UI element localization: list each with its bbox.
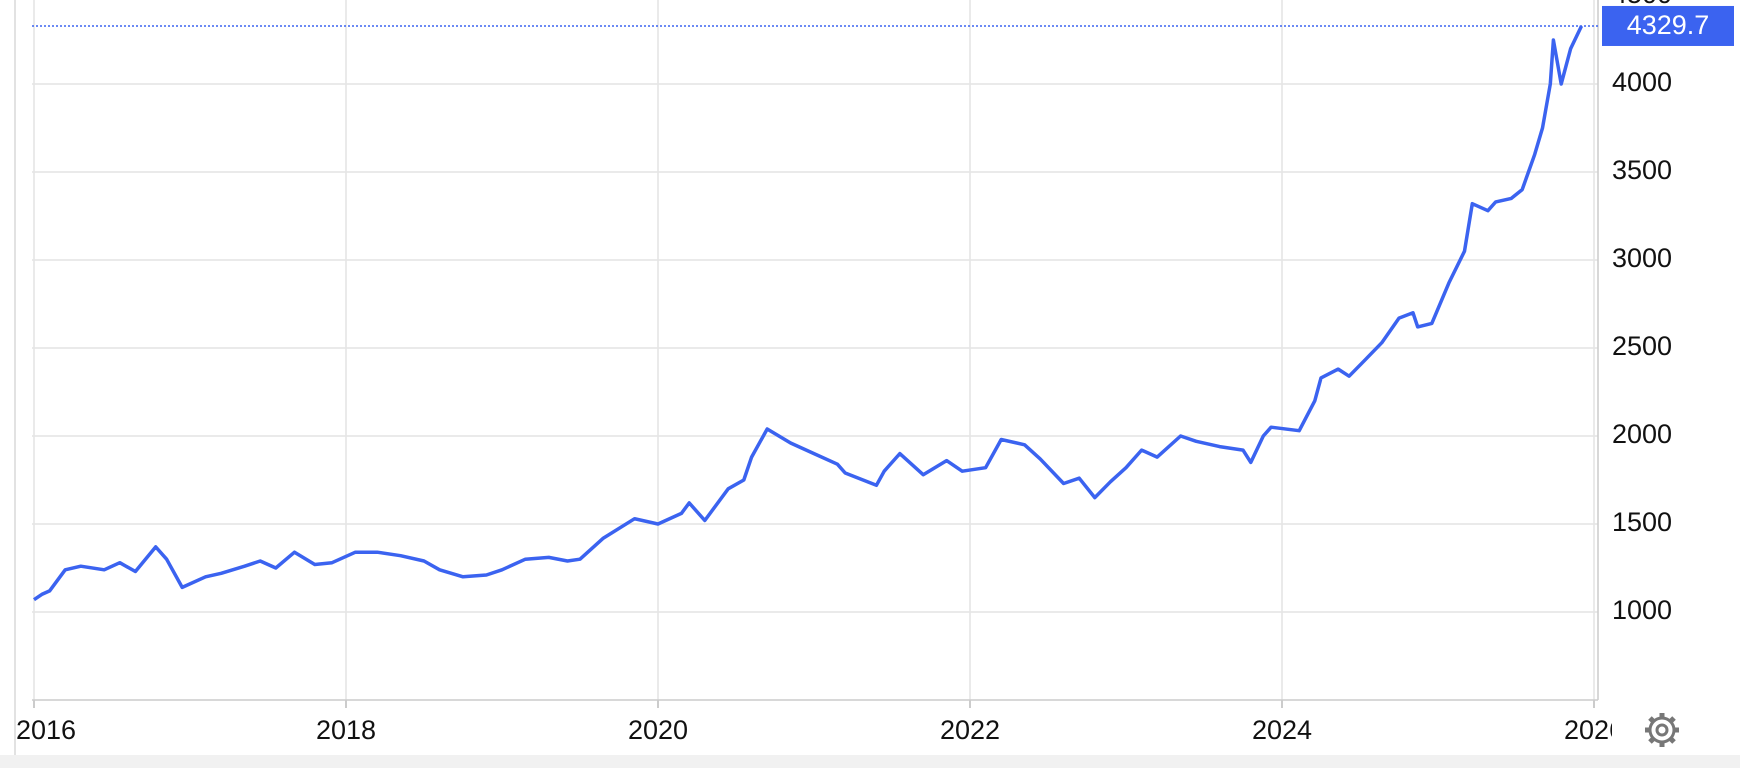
x-tick-label: 2018 <box>316 715 376 745</box>
x-axis: 2016 2018 2020 2022 2024 2026 <box>16 715 1624 745</box>
settings-button[interactable] <box>1638 706 1686 754</box>
y-tick-label: 4500 <box>1612 0 1672 9</box>
x-tick-label: 2024 <box>1252 715 1312 745</box>
x-tick-label: 2016 <box>16 715 76 745</box>
x-tick-label: 2026 <box>1564 715 1624 745</box>
plot: 4329.7 <box>32 5 1734 602</box>
x-tick-label: 2022 <box>940 715 1000 745</box>
y-tick-label: 3000 <box>1612 243 1672 273</box>
y-tick-label: 3500 <box>1612 155 1672 185</box>
last-value-badge <box>1602 5 1734 46</box>
gear-hub <box>1655 723 1669 737</box>
gear-teeth <box>1648 716 1676 744</box>
x-tick-label: 2020 <box>628 715 688 745</box>
gear-ring <box>1648 716 1676 744</box>
y-tick-label: 2500 <box>1612 331 1672 361</box>
grid <box>32 0 1599 708</box>
y-tick-label: 1000 <box>1612 595 1672 625</box>
y-axis: 1000 1500 2000 2500 3000 3500 4000 4500 <box>1612 0 1672 625</box>
y-tick-label: 4000 <box>1612 67 1672 97</box>
last-value-label: 4329.7 <box>1627 10 1710 40</box>
y-tick-label: 2000 <box>1612 419 1672 449</box>
y-tick-label: 1500 <box>1612 507 1672 537</box>
price-line <box>33 25 1584 602</box>
footer-bar <box>0 755 1740 768</box>
